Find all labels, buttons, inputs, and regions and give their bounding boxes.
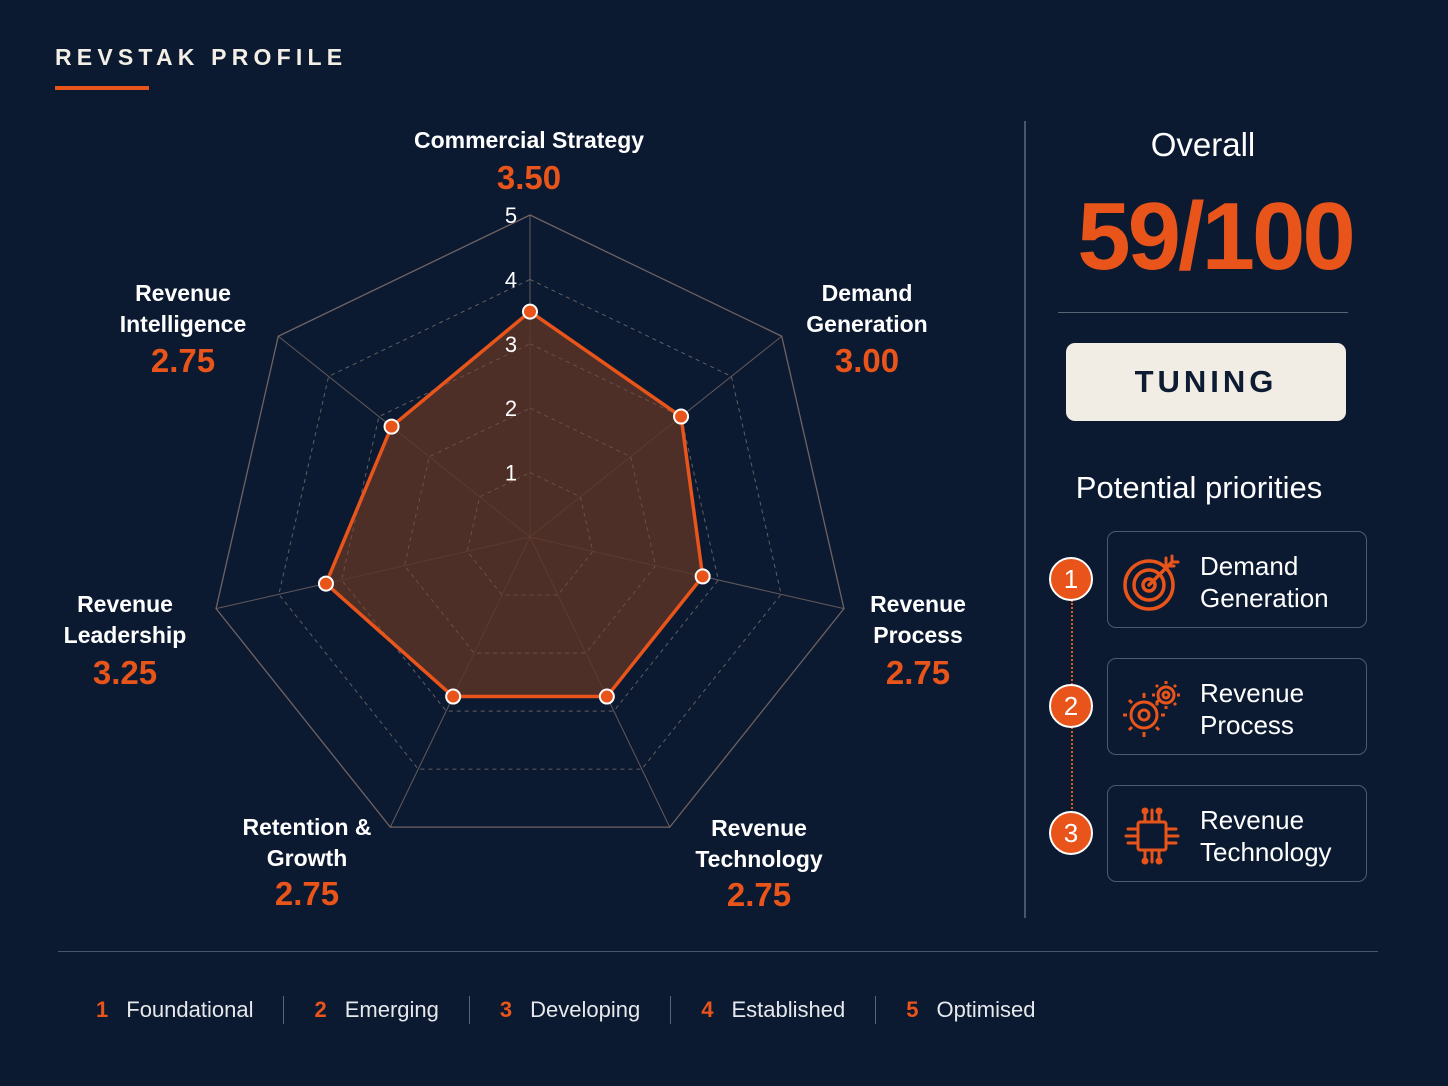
priority-number-1: 1 bbox=[1049, 557, 1093, 601]
data-area bbox=[324, 309, 705, 699]
data-point bbox=[673, 408, 690, 425]
axis-value-label: 3.00 bbox=[835, 342, 899, 379]
axis-value-label: 3.50 bbox=[497, 159, 561, 196]
priority-label: Revenue Technology bbox=[1200, 805, 1332, 867]
chip-icon bbox=[1124, 807, 1180, 865]
vertical-divider bbox=[1024, 121, 1026, 918]
axis-value-label: 3.25 bbox=[93, 654, 157, 691]
overall-label: Overall bbox=[1150, 126, 1256, 163]
maturity-legend: 1 Foundational 2 Emerging 3 Developing 4… bbox=[96, 996, 1036, 1024]
legend-label: Emerging bbox=[344, 997, 439, 1022]
legend-item-1: 1 Foundational bbox=[96, 997, 253, 1023]
brand-underline bbox=[55, 86, 149, 90]
axis-label: Commercial Strategy bbox=[414, 127, 644, 153]
legend-label: Developing bbox=[530, 997, 641, 1022]
axis-label: Revenue Technology bbox=[695, 815, 823, 872]
legend-number: 1 bbox=[96, 997, 109, 1022]
legend-separator bbox=[468, 996, 470, 1024]
data-point bbox=[317, 575, 334, 592]
legend-separator bbox=[875, 996, 877, 1024]
axis-value-label: 2.75 bbox=[886, 654, 950, 691]
legend-item-5: 5 Optimised bbox=[906, 997, 1035, 1023]
tier-badge: TUNING bbox=[1066, 343, 1346, 421]
axis-label: Revenue Leadership bbox=[64, 591, 187, 648]
overall-score: 59/100 bbox=[1077, 183, 1356, 290]
grid-overlay-ring bbox=[466, 472, 594, 596]
legend-item-2: 2 Emerging bbox=[314, 997, 438, 1023]
legend-label: Established bbox=[731, 997, 846, 1022]
data-point bbox=[383, 418, 400, 435]
tick-label: 1 bbox=[505, 461, 517, 486]
legend-number: 5 bbox=[906, 997, 919, 1022]
gears-icon bbox=[1123, 681, 1180, 737]
priority-number-3: 3 bbox=[1049, 811, 1093, 855]
legend-item-3: 3 Developing bbox=[500, 997, 640, 1023]
score-divider bbox=[1058, 312, 1348, 313]
legend-label: Optimised bbox=[936, 997, 1036, 1022]
legend-item-4: 4 Established bbox=[701, 997, 845, 1023]
tick-label: 2 bbox=[505, 396, 517, 421]
priority-number-2: 2 bbox=[1049, 684, 1093, 728]
axis-value-label: 2.75 bbox=[727, 876, 791, 913]
tick-label: 5 bbox=[505, 203, 517, 228]
axis-value-label: 2.75 bbox=[275, 875, 339, 912]
priority-card-revenue-process[interactable]: Revenue Process bbox=[1107, 658, 1367, 755]
axis-label: Revenue Process bbox=[870, 591, 966, 648]
legend-number: 2 bbox=[314, 997, 327, 1022]
legend-separator bbox=[283, 996, 285, 1024]
brand-title: REVSTAK PROFILE bbox=[55, 44, 348, 70]
data-point bbox=[522, 303, 538, 320]
target-icon bbox=[1123, 554, 1180, 611]
priorities-title: Potential priorities bbox=[1075, 470, 1323, 505]
axis-label: Retention & Growth bbox=[242, 814, 371, 871]
grid-overlay-ring bbox=[403, 407, 657, 654]
priority-label: Revenue Process bbox=[1200, 678, 1305, 740]
priority-card-demand-generation[interactable]: Demand Generation bbox=[1107, 531, 1367, 628]
legend-label: Foundational bbox=[126, 997, 254, 1022]
grid-ring-5 bbox=[215, 214, 845, 828]
priority-card-revenue-technology[interactable]: Revenue Technology bbox=[1107, 785, 1367, 882]
legend-separator bbox=[670, 996, 672, 1024]
axis-label: Demand Generation bbox=[806, 280, 927, 337]
tick-label: 4 bbox=[505, 267, 517, 292]
axis-label: Revenue Intelligence bbox=[120, 280, 247, 337]
tier-label: TUNING bbox=[1134, 364, 1278, 399]
priority-label: Demand Generation bbox=[1200, 551, 1329, 613]
data-point bbox=[445, 688, 462, 705]
footer-divider bbox=[58, 951, 1378, 952]
legend-number: 4 bbox=[701, 997, 714, 1022]
data-point bbox=[694, 568, 711, 585]
data-point bbox=[598, 688, 615, 705]
tick-label: 3 bbox=[505, 332, 517, 357]
legend-number: 3 bbox=[499, 997, 513, 1022]
radar-chart: 1 2 3 4 5 Commercial Strategy 3.50 Demand Genera… bbox=[64, 127, 966, 913]
axis-value-label: 2.75 bbox=[151, 342, 215, 379]
grid-ring-3 bbox=[341, 343, 719, 712]
grid-overlay-ring bbox=[341, 343, 719, 712]
